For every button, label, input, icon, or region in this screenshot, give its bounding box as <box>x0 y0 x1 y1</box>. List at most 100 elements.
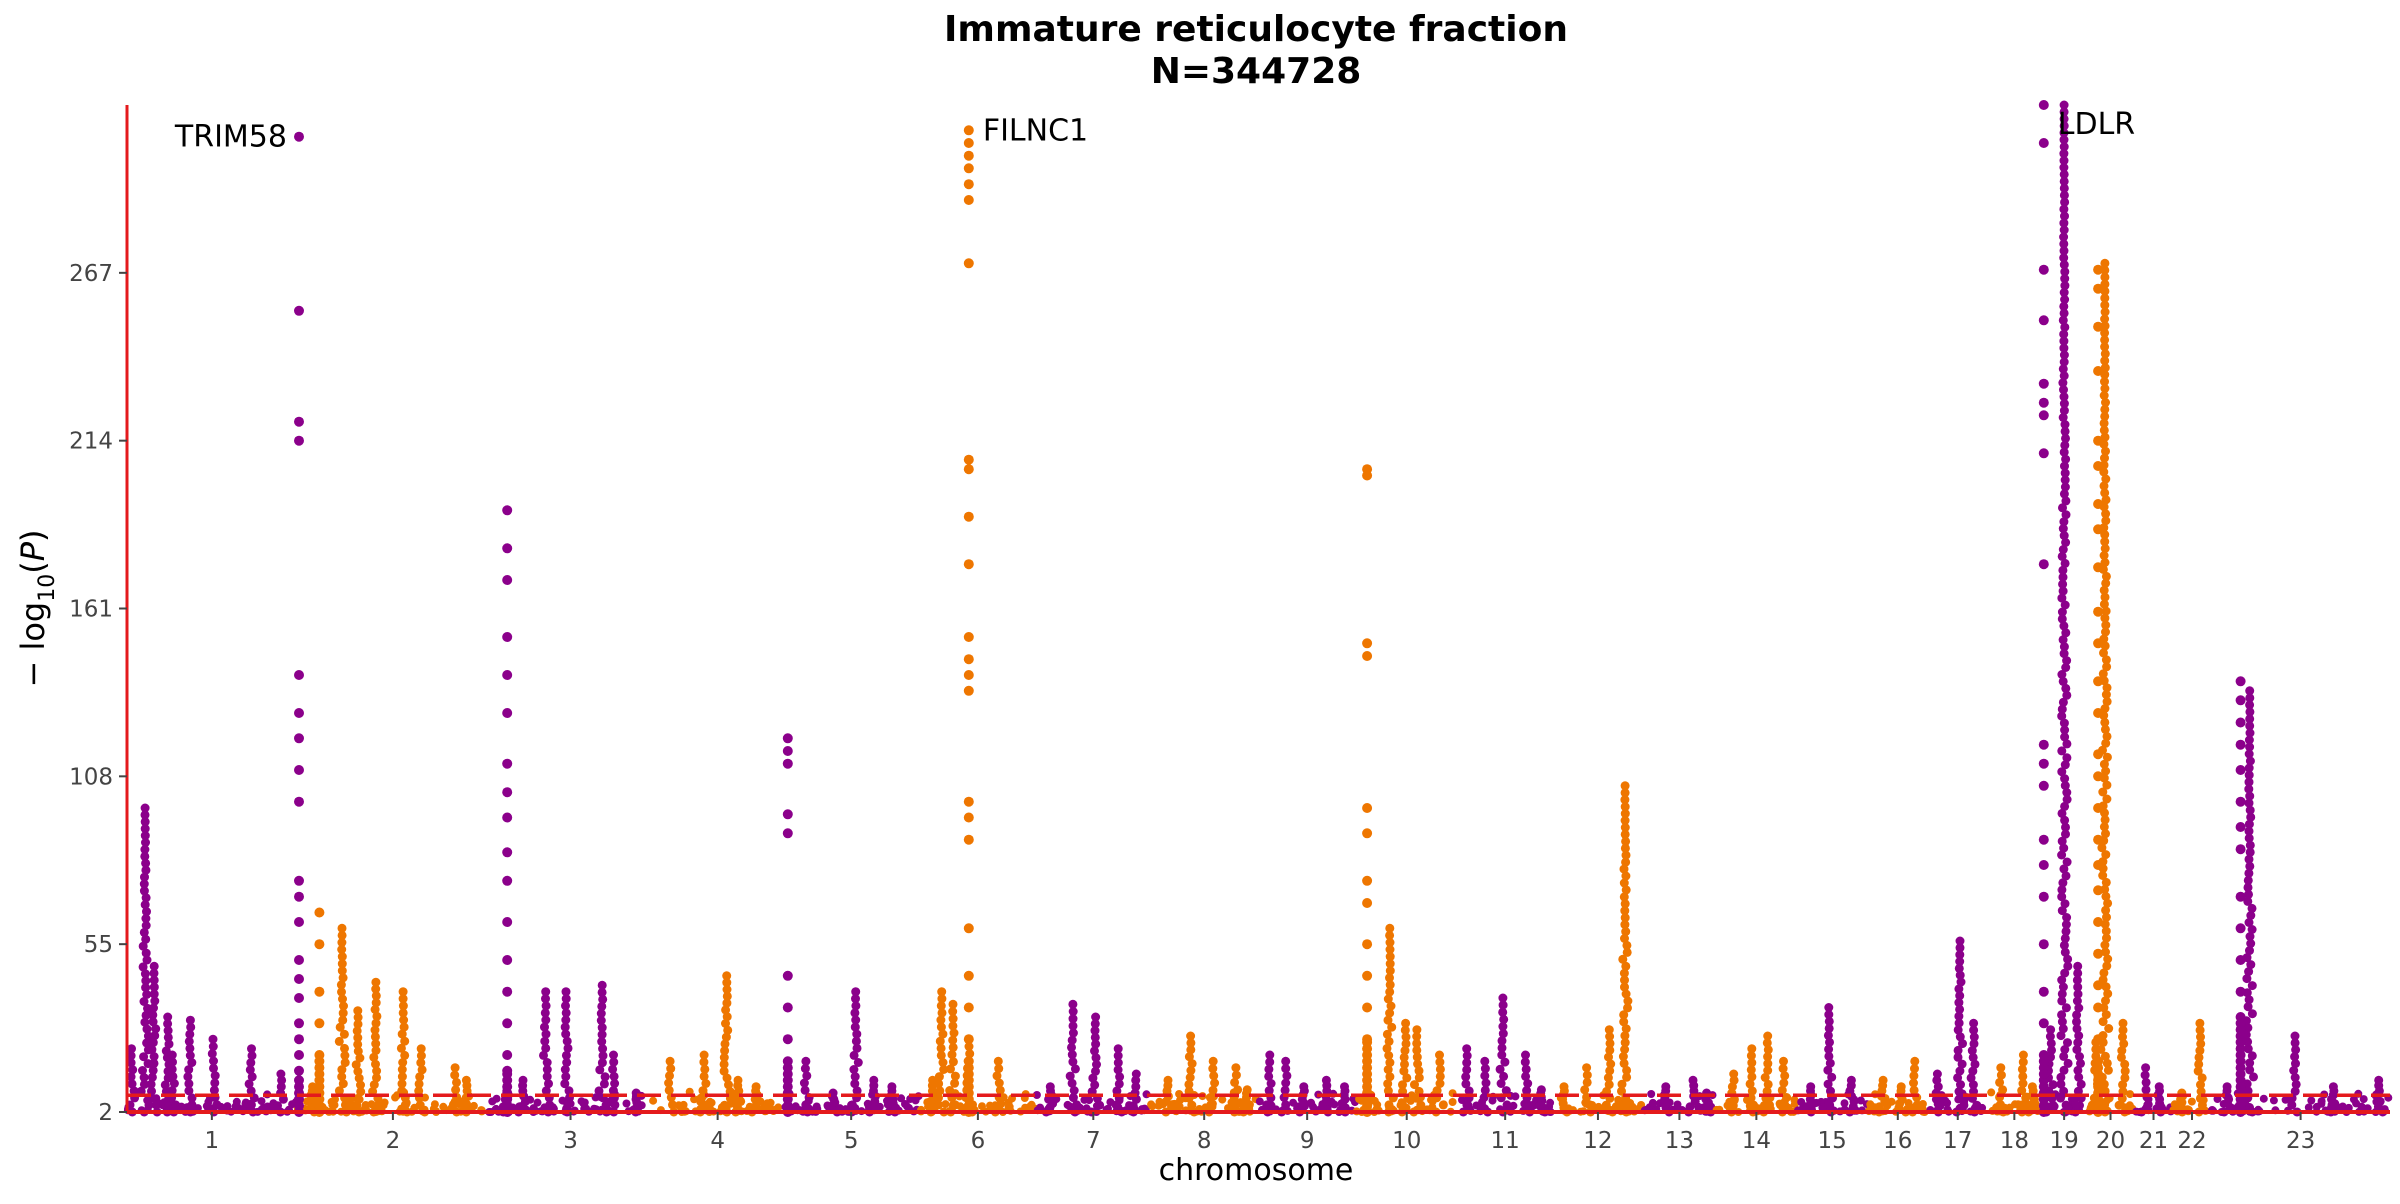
peak-point <box>1825 1037 1834 1047</box>
peak-point <box>2245 805 2255 815</box>
background-point <box>1488 1096 1497 1105</box>
peak-point <box>2059 121 2069 131</box>
top-hit-point <box>2235 1018 2246 1029</box>
peak-point <box>948 1014 958 1024</box>
peak-point <box>2196 1080 2205 1090</box>
peak-point <box>853 1058 863 1067</box>
peak-point <box>561 987 571 997</box>
peak-point <box>2057 892 2067 902</box>
peak-point <box>1480 1064 1490 1074</box>
x-tick-label: 8 <box>1197 1128 1212 1154</box>
peak-point <box>2246 939 2256 948</box>
peak-point <box>1206 1100 1216 1110</box>
peak-point <box>399 1015 409 1025</box>
peak-point <box>1113 1051 1123 1061</box>
peak-point <box>992 1071 1002 1081</box>
peak-point <box>887 1082 897 1092</box>
peak-point <box>1910 1064 1919 1074</box>
peak-point <box>184 1086 194 1096</box>
peak-point <box>449 1100 458 1110</box>
peak-point <box>851 1001 861 1011</box>
peak-point <box>247 1051 257 1061</box>
top-hit-point <box>963 1002 974 1013</box>
peak-point <box>1620 788 1630 798</box>
peak-point <box>2063 954 2073 964</box>
peak-point <box>598 1051 608 1061</box>
peak-point <box>2222 1082 2232 1092</box>
top-hit-point <box>2093 749 2104 760</box>
peak-point <box>950 1078 960 1088</box>
peak-point <box>1385 945 1395 954</box>
peak-point <box>1620 934 1629 943</box>
peak-point <box>2060 322 2070 332</box>
background-point <box>1063 1100 1072 1109</box>
peak-point <box>1932 1069 1942 1079</box>
top-hit-point <box>782 1034 793 1045</box>
peak-point <box>417 1065 427 1075</box>
peak-point <box>1115 1072 1125 1082</box>
peak-point <box>2059 149 2069 159</box>
background-point <box>911 1096 920 1105</box>
peak-point <box>597 987 607 997</box>
peak-point <box>340 1100 350 1110</box>
peak-point <box>723 1025 733 1035</box>
peak-point <box>2245 861 2255 871</box>
top-hit-point <box>2038 758 2049 769</box>
top-hit-point <box>782 733 793 744</box>
background-point <box>1032 1091 1041 1099</box>
peak-point <box>2117 1046 2127 1056</box>
peak-point <box>2059 517 2069 527</box>
peak-point <box>719 1059 729 1069</box>
peak-point <box>1969 1039 1979 1049</box>
peak-point <box>1382 1043 1392 1053</box>
peak-point <box>1281 1056 1291 1066</box>
peak-point <box>2100 349 2110 359</box>
peak-point <box>1763 1079 1773 1089</box>
peak-point <box>2098 669 2108 679</box>
peak-point <box>597 1001 607 1011</box>
peak-point <box>2059 253 2069 263</box>
peak-point <box>2249 1072 2258 1082</box>
data-points <box>123 100 2393 1117</box>
peak-point <box>1091 1053 1101 1063</box>
peak-point <box>2059 246 2069 256</box>
peak-point <box>1953 1052 1963 1062</box>
peak-point <box>127 1079 137 1089</box>
top-hit-point <box>294 416 304 427</box>
x-tick-label: 14 <box>1742 1128 1771 1154</box>
peak-point <box>2247 1009 2257 1019</box>
peak-point <box>964 1042 974 1051</box>
chromosome-group-23 <box>2207 686 2393 1117</box>
peak-point <box>936 1050 946 1060</box>
background-point <box>1648 1098 1657 1107</box>
background-point <box>257 1097 266 1106</box>
peak-point <box>1208 1064 1218 1074</box>
peak-point <box>1622 947 1632 957</box>
peak-point <box>1620 795 1630 805</box>
peak-point <box>147 1072 157 1082</box>
chromosome-group-4 <box>649 971 783 1117</box>
peak-point <box>2060 420 2070 429</box>
peak-point <box>545 1100 555 1110</box>
peak-point <box>397 1029 407 1039</box>
peak-point <box>337 938 347 947</box>
peak-point <box>373 1100 383 1110</box>
peak-point <box>1321 1075 1331 1085</box>
peak-point <box>1281 1100 1291 1110</box>
x-tick-label: 11 <box>1491 1128 1520 1154</box>
peak-point <box>2141 1085 2151 1095</box>
peak-point <box>210 1078 220 1088</box>
peak-point <box>141 976 151 986</box>
peak-point <box>1385 973 1394 983</box>
top-hit-point <box>2038 939 2049 950</box>
y-tick-label: 55 <box>84 932 113 958</box>
peak-point <box>1414 1066 1424 1076</box>
peak-point <box>2059 385 2068 395</box>
peak-point <box>1826 1086 1835 1096</box>
peak-point <box>371 1046 381 1055</box>
peak-point <box>1958 1039 1967 1049</box>
peak-point <box>2243 1002 2253 1012</box>
peak-point <box>1780 1071 1790 1081</box>
peak-point <box>140 851 150 861</box>
peak-point <box>1618 1052 1628 1061</box>
